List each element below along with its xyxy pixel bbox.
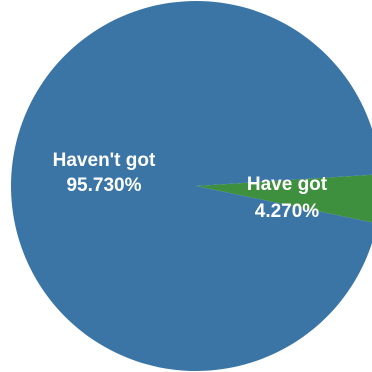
slice-havent-got	[11, 1, 372, 371]
pie-slices	[11, 1, 372, 371]
slice-have-got	[196, 174, 372, 223]
pie-labels: Haven't got 95.730% Have got 4.270%	[53, 150, 328, 222]
slice-label-havent-got: Haven't got	[53, 150, 156, 171]
slice-value-havent-got: 95.730%	[66, 175, 141, 196]
slice-value-have-got: 4.270%	[255, 201, 320, 222]
slice-label-have-got: Have got	[247, 174, 328, 195]
